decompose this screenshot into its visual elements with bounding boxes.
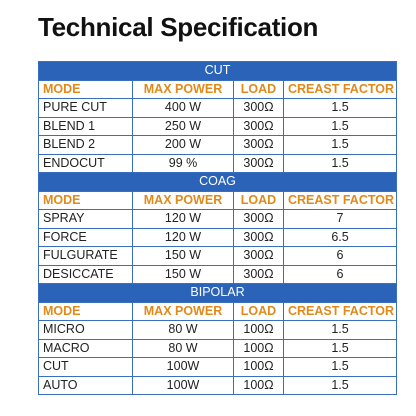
header-row: MODE MAX POWER LOAD CREAST FACTOR (38, 79, 398, 99)
table-cell: 300Ω (233, 135, 284, 155)
column-header: LOAD (233, 301, 284, 321)
table-cell: 6.5 (282, 227, 398, 247)
table-cell: SPRAY (38, 209, 133, 229)
section-row: COAG (37, 172, 398, 192)
column-header: MAX POWER (132, 79, 234, 99)
table-cell: 7 (282, 209, 398, 229)
data-row: CUT 100W 100Ω 1.5 (38, 357, 398, 377)
section-row: CUT (37, 61, 398, 81)
data-row: SPRAY 120 W 300Ω 7 (38, 209, 398, 229)
section-row: BIPOLAR (37, 283, 398, 303)
table-cell: 1.5 (282, 135, 398, 155)
table-cell: ENDOCUT (38, 153, 133, 173)
header-row: MODE MAX POWER LOAD CREAST FACTOR (38, 301, 398, 321)
column-header: LOAD (233, 190, 284, 210)
table-cell: 80 W (132, 338, 234, 358)
table-cell: 100Ω (233, 375, 284, 395)
table-cell: 300Ω (233, 153, 284, 173)
header-row: MODE MAX POWER LOAD CREAST FACTOR (38, 190, 398, 210)
table-cell: 300Ω (233, 209, 284, 229)
column-header: CREAST FACTOR (282, 301, 398, 321)
table-cell: 100Ω (233, 357, 284, 377)
table-cell: 400 W (132, 98, 234, 118)
column-header: MAX POWER (132, 190, 234, 210)
section-title: CUT (37, 61, 398, 81)
table-cell: 6 (282, 246, 398, 266)
table-cell: 100W (132, 357, 234, 377)
table-cell: 1.5 (282, 320, 398, 340)
table-cell: 300Ω (233, 227, 284, 247)
column-header: MODE (38, 79, 133, 99)
data-row: MACRO 80 W 100Ω 1.5 (38, 338, 398, 358)
table-cell: 100Ω (233, 320, 284, 340)
data-row: BLEND 2 200 W 300Ω 1.5 (38, 135, 398, 155)
table-cell: 100Ω (233, 338, 284, 358)
table-cell: 1.5 (282, 98, 398, 118)
table-cell: 1.5 (282, 375, 398, 395)
table-cell: 300Ω (233, 246, 284, 266)
table-cell: 150 W (132, 264, 234, 284)
data-row: ENDOCUT 99 % 300Ω 1.5 (38, 153, 398, 173)
table-cell: PURE CUT (38, 98, 133, 118)
table-cell: 300Ω (233, 264, 284, 284)
table-cell: 150 W (132, 246, 234, 266)
table-cell: 99 % (132, 153, 234, 173)
column-header: MODE (38, 301, 133, 321)
table-body: CUT MODE MAX POWER LOAD CREAST FACTOR PURE CU… (37, 61, 398, 395)
table-cell: 1.5 (282, 153, 398, 173)
table-cell: BLEND 1 (38, 116, 133, 136)
table-cell: 200 W (132, 135, 234, 155)
table-cell: DESICCATE (38, 264, 133, 284)
column-header: LOAD (233, 79, 284, 99)
section-title: COAG (37, 172, 398, 192)
table-cell: 80 W (132, 320, 234, 340)
table-cell: 6 (282, 264, 398, 284)
data-row: AUTO 100W 100Ω 1.5 (38, 375, 398, 395)
table-cell: 100W (132, 375, 234, 395)
table-cell: MICRO (38, 320, 133, 340)
data-row: DESICCATE 150 W 300Ω 6 (38, 264, 398, 284)
data-row: FULGURATE 150 W 300Ω 6 (38, 246, 398, 266)
column-header: MODE (38, 190, 133, 210)
table-cell: 1.5 (282, 338, 398, 358)
data-row: PURE CUT 400 W 300Ω 1.5 (38, 98, 398, 118)
table-cell: 120 W (132, 227, 234, 247)
column-header: CREAST FACTOR (282, 79, 398, 99)
column-header: MAX POWER (132, 301, 234, 321)
data-row: BLEND 1 250 W 300Ω 1.5 (38, 116, 398, 136)
table-cell: 1.5 (282, 357, 398, 377)
table-cell: AUTO (38, 375, 133, 395)
table-cell: 120 W (132, 209, 234, 229)
column-header: CREAST FACTOR (282, 190, 398, 210)
data-row: FORCE 120 W 300Ω 6.5 (38, 227, 398, 247)
table-cell: 300Ω (233, 98, 284, 118)
table-cell: 300Ω (233, 116, 284, 136)
data-row: MICRO 80 W 100Ω 1.5 (38, 320, 398, 340)
table-cell: 1.5 (282, 116, 398, 136)
table-cell: CUT (38, 357, 133, 377)
section-title: BIPOLAR (37, 283, 398, 303)
table-cell: MACRO (38, 338, 133, 358)
table-cell: 250 W (132, 116, 234, 136)
table-cell: FULGURATE (38, 246, 133, 266)
page-title: Technical Specification (38, 12, 319, 42)
spec-table: CUT MODE MAX POWER LOAD CREAST FACTOR PURE CU… (37, 61, 398, 395)
table-cell: BLEND 2 (38, 135, 133, 155)
table-cell: FORCE (38, 227, 133, 247)
